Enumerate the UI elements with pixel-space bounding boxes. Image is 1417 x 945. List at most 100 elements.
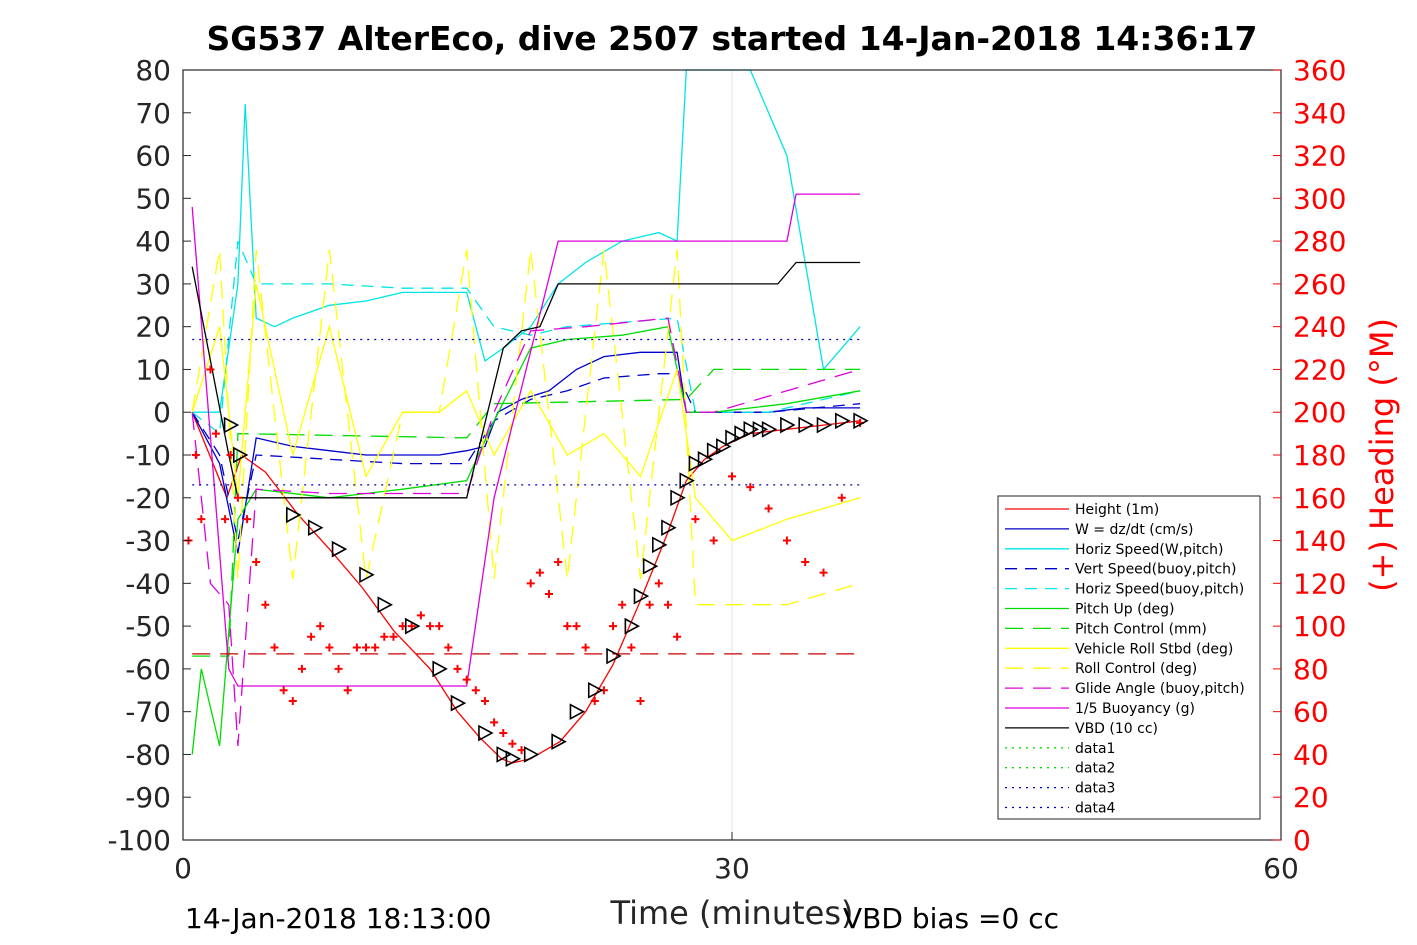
depth-marker <box>587 681 604 699</box>
depth-marker <box>835 412 851 430</box>
y-right-tick-label: 220 <box>1293 353 1346 386</box>
y-right-tick-label: 320 <box>1293 140 1346 173</box>
y-axis-right-label: (+) Heading (°M) <box>1363 318 1401 592</box>
x-tick-label: 60 <box>1263 852 1299 885</box>
depth-marker <box>505 750 522 768</box>
heading-point <box>490 718 499 727</box>
legend: Height (1m) W = dz/dt (cm/s) Horiz Speed(W… <box>997 495 1261 820</box>
heading-point <box>252 557 261 566</box>
heading-point <box>572 622 581 631</box>
heading-point <box>352 643 361 652</box>
depth-marker <box>697 450 714 468</box>
heading-point <box>535 568 544 577</box>
depth-marker <box>780 416 796 434</box>
depth-marker <box>551 733 567 750</box>
heading-point <box>270 643 279 652</box>
depth-marker <box>432 660 448 678</box>
y-tick-label: -90 <box>125 781 171 814</box>
heading-point <box>380 632 389 641</box>
depth-marker <box>734 425 750 442</box>
x-tick-label: 30 <box>714 852 750 885</box>
legend-label: Horiz Speed(W,pitch) <box>1075 542 1223 558</box>
series-line-vbd-10-cc <box>191 261 861 499</box>
heading-point <box>279 686 288 695</box>
x-tick-label: 0 <box>174 852 192 885</box>
heading-point <box>343 686 352 695</box>
heading-point <box>764 504 773 513</box>
depth-marker <box>523 746 540 763</box>
heading-point <box>471 686 480 695</box>
x-axis-label: Time (minutes) <box>610 894 854 932</box>
legend-label: Roll Control (deg) <box>1075 661 1197 677</box>
y-right-tick-label: 240 <box>1293 311 1346 344</box>
legend-label: data2 <box>1075 761 1115 777</box>
series-line-vehicle-roll-stbd-deg <box>191 283 861 542</box>
heading-point <box>581 643 590 652</box>
depth-marker <box>633 587 650 605</box>
y-tick-label: -70 <box>125 696 171 729</box>
heading-point <box>673 632 682 641</box>
depth-marker <box>307 519 324 537</box>
heading-point <box>526 579 535 588</box>
heading-point <box>663 600 672 609</box>
depth-marker <box>661 519 677 537</box>
heading-point <box>416 611 425 620</box>
y-tick-label: 50 <box>135 182 171 215</box>
legend-label: Pitch Control (mm) <box>1075 621 1207 637</box>
y-tick-label: -60 <box>125 653 171 686</box>
y-tick-label: 60 <box>135 140 171 173</box>
heading-point <box>307 632 316 641</box>
legend-label: Glide Angle (buoy,pitch) <box>1075 681 1245 697</box>
heading-point <box>554 557 563 566</box>
heading-point <box>709 536 718 545</box>
y-right-tick-label: 260 <box>1293 268 1346 301</box>
y-right-tick-label: 120 <box>1293 567 1346 600</box>
depth-marker <box>569 703 586 721</box>
depth-marker <box>761 420 778 438</box>
chart-title: SG537 AlterEco, dive 2507 started 14-Jan… <box>206 19 1257 58</box>
y-tick-label: -100 <box>107 824 171 857</box>
depth-marker <box>725 429 741 447</box>
heading-point <box>480 696 489 705</box>
y-right-tick-label: 20 <box>1293 781 1329 814</box>
depth-marker <box>606 647 622 665</box>
heading-point <box>728 472 736 481</box>
depth-marker <box>624 617 641 635</box>
y-right-tick-label: 180 <box>1293 439 1346 472</box>
y-right-tick-label: 340 <box>1293 97 1346 130</box>
heading-point <box>462 675 471 684</box>
heading-point <box>426 622 435 631</box>
heading-point <box>261 600 270 609</box>
y-right-tick-label: 360 <box>1293 54 1346 87</box>
y-tick-label: 30 <box>135 268 171 301</box>
y-right-tick-label: 0 <box>1293 824 1311 857</box>
depth-marker <box>331 540 348 558</box>
heading-point <box>746 483 755 492</box>
heading-point <box>545 590 553 599</box>
y-tick-label: -40 <box>125 567 171 600</box>
y-tick-label: 70 <box>135 97 171 130</box>
series-layer <box>191 69 861 764</box>
heading-point <box>407 622 416 631</box>
depth-marker <box>496 746 512 763</box>
legend-label: VBD (10 cc) <box>1075 721 1158 737</box>
heading-point <box>233 493 242 502</box>
heading-point <box>221 515 230 524</box>
depth-marker <box>450 694 467 712</box>
legend-label: data1 <box>1075 741 1115 757</box>
y-tick-label: -80 <box>125 738 171 771</box>
y-tick-label: 10 <box>135 353 171 386</box>
y-tick-label: -20 <box>125 482 171 515</box>
heading-point <box>801 557 810 566</box>
heading-point <box>206 365 215 374</box>
heading-point <box>435 622 444 631</box>
depth-marker <box>716 438 732 455</box>
footer-vbd-bias: VBD bias =0 cc <box>843 902 1059 935</box>
depth-marker <box>816 416 833 434</box>
heading-point <box>197 515 206 524</box>
heading-point <box>325 643 334 652</box>
heading-point <box>618 600 627 609</box>
heading-point <box>654 579 663 588</box>
legend-label: data3 <box>1075 781 1115 797</box>
